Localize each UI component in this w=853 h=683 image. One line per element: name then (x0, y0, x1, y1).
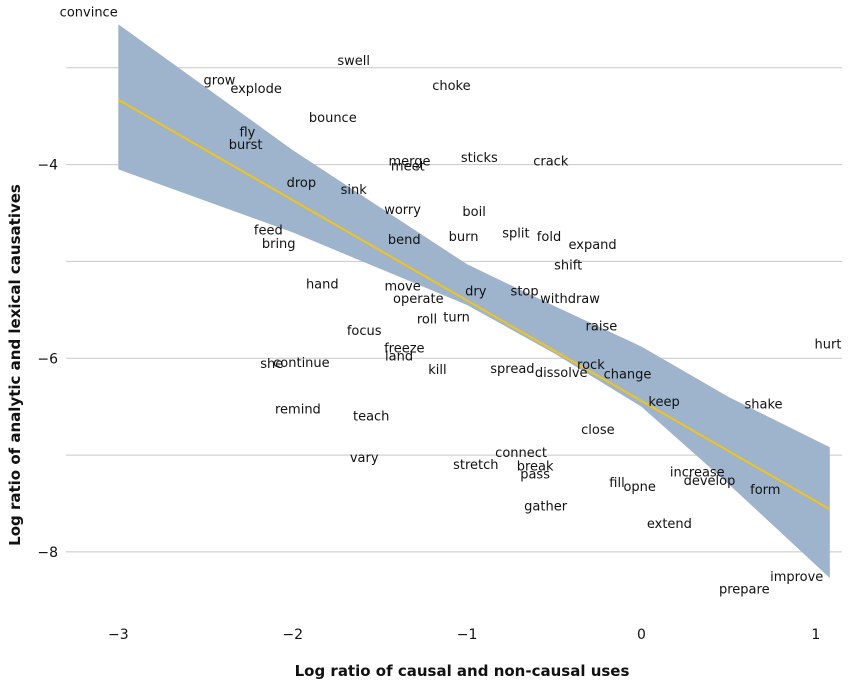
word-point: rock (577, 358, 605, 373)
word-point: increase (670, 466, 725, 481)
word-point: withdraw (540, 292, 600, 307)
word-point: fill (609, 476, 624, 491)
regression-line (117, 98, 831, 511)
word-point: spread (490, 362, 534, 377)
word-point: gather (524, 499, 568, 514)
word-point: continue (273, 356, 330, 371)
word-point: bounce (309, 111, 357, 126)
word-point: keep (648, 395, 679, 410)
word-point: teach (353, 409, 389, 424)
word-point: shift (554, 258, 582, 273)
word-point: choke (432, 79, 470, 94)
word-point: expand (569, 238, 617, 253)
word-point: she (260, 357, 283, 372)
word-point: freeze (384, 342, 424, 357)
word-point: dry (465, 284, 487, 299)
word-point: land (385, 349, 413, 364)
word-point: improve (770, 570, 823, 585)
word-point: split (502, 226, 529, 241)
word-point: drop (287, 176, 317, 191)
word-point: sticks (461, 151, 498, 166)
y-tick-label: −6 (37, 351, 58, 367)
word-point: raise (586, 319, 618, 334)
word-point: hand (306, 278, 339, 293)
y-axis-title: Log ratio of analytic and lexical causat… (6, 184, 24, 546)
x-tick-label: 0 (637, 627, 646, 643)
word-point: explode (230, 82, 282, 97)
word-point: close (581, 423, 614, 438)
word-point: burst (229, 138, 263, 153)
word-point: break (517, 460, 554, 475)
y-tick-label: −8 (37, 545, 58, 561)
word-point: meet (391, 160, 425, 175)
x-tick-label: 1 (811, 627, 820, 643)
word-point: operate (393, 292, 444, 307)
word-point: boil (462, 205, 485, 220)
word-point: roll (417, 313, 437, 328)
word-point: burn (449, 230, 479, 245)
word-point: kill (428, 363, 446, 378)
word-point: crack (533, 155, 569, 170)
word-point: prepare (719, 583, 770, 598)
word-point: extend (647, 517, 692, 532)
confidence-band (118, 24, 830, 578)
word-point: form (750, 483, 780, 498)
word-point: stretch (453, 458, 498, 473)
word-point: pass (520, 467, 550, 482)
word-point: swell (337, 54, 370, 69)
word-point: focus (347, 324, 382, 339)
x-axis-ticks: −3 −2 −1 0 1 (108, 627, 820, 643)
word-point: hurt (815, 338, 842, 353)
x-tick-label: −2 (282, 627, 303, 643)
word-point: grow (204, 73, 236, 88)
word-point: stop (511, 284, 539, 299)
word-point: merge (388, 155, 430, 170)
word-point: move (384, 280, 420, 295)
word-point: bring (262, 237, 296, 252)
word-point: shake (744, 398, 782, 413)
word-point: vary (350, 451, 379, 466)
word-point: turn (443, 311, 470, 326)
word-point: bend (388, 233, 421, 248)
word-point: dissolve (535, 366, 588, 381)
x-axis-title: Log ratio of causal and non-causal uses (295, 662, 630, 680)
word-point: fly (239, 126, 255, 141)
word-point: connect (495, 446, 547, 461)
y-tick-label: −4 (37, 158, 58, 174)
word-point: fold (537, 230, 561, 245)
y-axis-ticks: −4 −6 −8 (37, 158, 58, 561)
word-point: feed (254, 223, 283, 238)
word-point: opne (623, 480, 655, 495)
word-point: sink (341, 183, 368, 198)
word-point: remind (275, 403, 321, 418)
word-point: convince (60, 6, 118, 21)
x-tick-label: −3 (108, 627, 129, 643)
word-point: worry (384, 203, 421, 218)
word-point: develop (684, 474, 736, 489)
x-tick-label: −1 (457, 627, 478, 643)
word-point: change (604, 368, 652, 383)
